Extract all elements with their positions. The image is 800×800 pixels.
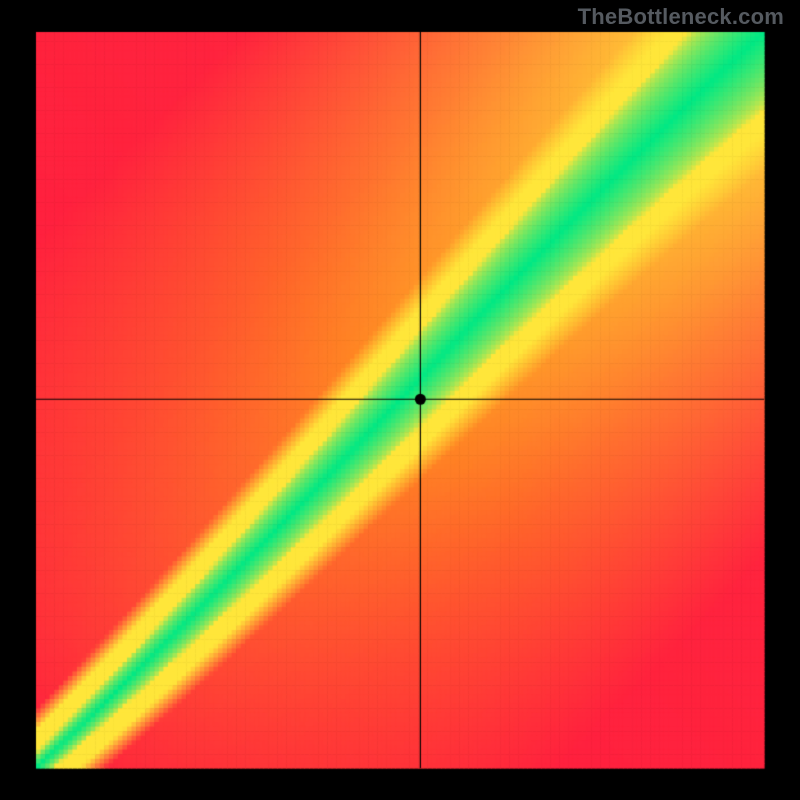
bottleneck-heatmap-canvas [0,0,800,800]
watermark-text: TheBottleneck.com [578,4,784,30]
chart-stage: TheBottleneck.com [0,0,800,800]
